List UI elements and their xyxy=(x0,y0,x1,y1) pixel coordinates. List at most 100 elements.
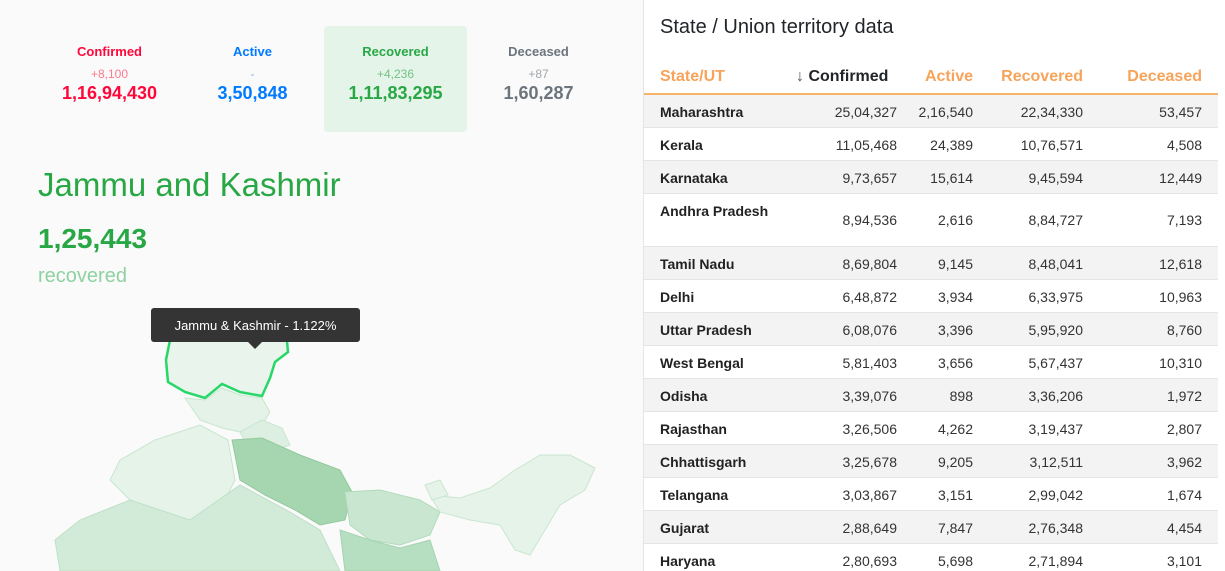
table-row[interactable]: West Bengal 5,81,403 3,656 5,67,437 10,310 xyxy=(644,346,1218,379)
stat-delta: +87 xyxy=(528,67,549,81)
table-row[interactable]: Telangana 3,03,867 3,151 2,99,042 1,674 xyxy=(644,478,1218,511)
stat-total: 3,50,848 xyxy=(217,83,288,103)
stat-delta: +8,100 xyxy=(90,67,129,81)
table-row[interactable]: Kerala 11,05,468 24,389 10,76,571 4,508 xyxy=(644,128,1218,161)
stat-delta: - xyxy=(250,67,255,81)
stat-deceased[interactable]: Deceased +87 1,60,287 xyxy=(467,26,610,132)
active-cell: 4,262 xyxy=(937,421,973,437)
stat-label: Recovered xyxy=(362,44,429,59)
selected-state-metric: recovered xyxy=(38,265,127,287)
state-name-cell: West Bengal xyxy=(660,355,744,371)
recovered-cell: 2,76,348 xyxy=(1028,520,1084,536)
confirmed-cell: 2,88,649 xyxy=(842,520,898,536)
table-header: State/UT ↓ Confirmed Active Recovered De… xyxy=(644,61,1218,95)
confirmed-cell: 9,73,657 xyxy=(842,170,898,186)
state-name-cell: Maharashtra xyxy=(660,104,744,120)
deceased-cell: 1,674 xyxy=(1166,487,1202,503)
selected-state-count: 1,25,443 xyxy=(38,223,147,254)
confirmed-cell: 6,48,872 xyxy=(842,289,898,305)
active-cell: 898 xyxy=(949,388,973,404)
table-row[interactable]: Haryana 2,80,693 5,698 2,71,894 3,101 xyxy=(644,544,1218,571)
recovered-cell: 5,67,437 xyxy=(1028,355,1084,371)
state-name-cell: Chhattisgarh xyxy=(660,454,747,470)
table-row[interactable]: Uttar Pradesh 6,08,076 3,396 5,95,920 8,760 xyxy=(644,313,1218,346)
stat-label: Confirmed xyxy=(77,44,142,59)
map-state-bihar[interactable] xyxy=(344,489,441,546)
state-name-cell: Rajasthan xyxy=(660,421,727,437)
header-state[interactable]: State/UT xyxy=(660,68,725,85)
state-name-cell: Uttar Pradesh xyxy=(660,322,752,338)
header-recovered[interactable]: Recovered xyxy=(1001,68,1083,85)
deceased-cell: 10,963 xyxy=(1159,289,1202,305)
active-cell: 15,614 xyxy=(930,170,973,186)
state-name-cell: Haryana xyxy=(660,553,716,569)
map-state-uttar-pradesh[interactable] xyxy=(231,437,353,526)
active-cell: 24,389 xyxy=(930,137,973,153)
map-state-himachal[interactable] xyxy=(183,387,271,433)
active-cell: 3,934 xyxy=(937,289,973,305)
recovered-cell: 9,45,594 xyxy=(1028,170,1084,186)
confirmed-cell: 8,94,536 xyxy=(842,212,898,228)
state-name-cell: Andhra Pradesh xyxy=(660,203,769,219)
confirmed-cell: 11,05,468 xyxy=(835,137,897,153)
recovered-cell: 8,84,727 xyxy=(1028,212,1084,228)
confirmed-cell: 3,26,506 xyxy=(842,421,898,437)
active-cell: 3,396 xyxy=(937,322,973,338)
confirmed-cell: 5,81,403 xyxy=(842,355,898,371)
stat-total: 1,11,83,295 xyxy=(348,83,443,103)
state-name-cell: Delhi xyxy=(660,289,695,305)
state-name-cell: Karnataka xyxy=(660,170,728,186)
map-state-madhya-pradesh[interactable] xyxy=(54,484,341,571)
confirmed-cell: 8,69,804 xyxy=(842,256,898,272)
table-row[interactable]: Andhra Pradesh 8,94,536 2,616 8,84,727 7,193 xyxy=(644,194,1218,247)
stat-delta: +4,236 xyxy=(376,67,415,81)
stat-total: 1,60,287 xyxy=(503,83,574,103)
header-confirmed[interactable]: ↓ Confirmed xyxy=(796,68,888,86)
header-deceased[interactable]: Deceased xyxy=(1127,68,1202,85)
table-body: Maharashtra 25,04,327 2,16,540 22,34,330 53,… xyxy=(644,95,1218,571)
deceased-cell: 53,457 xyxy=(1159,104,1202,120)
header-active[interactable]: Active xyxy=(924,68,973,85)
stat-active[interactable]: Active - 3,50,848 xyxy=(181,26,324,132)
map-state-sikkim[interactable] xyxy=(424,479,449,501)
deceased-cell: 3,101 xyxy=(1166,553,1202,569)
map-panel: Confirmed +8,100 1,16,94,430 Active - 3,… xyxy=(38,26,610,571)
deceased-cell: 2,807 xyxy=(1166,421,1202,437)
stat-label: Active xyxy=(232,44,273,59)
table-row[interactable]: Rajasthan 3,26,506 4,262 3,19,437 2,807 xyxy=(644,412,1218,445)
active-cell: 7,847 xyxy=(937,520,973,536)
table-row[interactable]: Delhi 6,48,872 3,934 6,33,975 10,963 xyxy=(644,280,1218,313)
deceased-cell: 7,193 xyxy=(1166,212,1202,228)
stat-recovered[interactable]: Recovered +4,236 1,11,83,295 xyxy=(324,26,467,132)
recovered-cell: 2,71,894 xyxy=(1028,553,1084,569)
confirmed-cell: 3,03,867 xyxy=(842,487,898,503)
deceased-cell: 10,310 xyxy=(1159,355,1202,371)
active-cell: 3,656 xyxy=(937,355,973,371)
state-name-cell: Telangana xyxy=(660,487,729,503)
active-cell: 3,151 xyxy=(937,487,973,503)
recovered-cell: 6,33,975 xyxy=(1028,289,1084,305)
table-row[interactable]: Odisha 3,39,076 898 3,36,206 1,972 xyxy=(644,379,1218,412)
stat-total: 1,16,94,430 xyxy=(61,83,158,103)
map-tooltip: Jammu & Kashmir - 1.122% xyxy=(151,308,360,349)
state-name-cell: Odisha xyxy=(660,388,708,404)
recovered-cell: 8,48,041 xyxy=(1028,256,1084,272)
table-row[interactable]: Karnataka 9,73,657 15,614 9,45,594 12,449 xyxy=(644,161,1218,194)
table-row[interactable]: Maharashtra 25,04,327 2,16,540 22,34,330 53,… xyxy=(644,95,1218,128)
table-row[interactable]: Tamil Nadu 8,69,804 9,145 8,48,041 12,618 xyxy=(644,247,1218,280)
state-name-cell: Gujarat xyxy=(660,520,710,536)
map-state-odisha[interactable] xyxy=(339,529,441,571)
stat-label: Deceased xyxy=(508,44,569,59)
deceased-cell: 12,449 xyxy=(1159,170,1202,186)
stat-confirmed[interactable]: Confirmed +8,100 1,16,94,430 xyxy=(38,26,181,132)
table-row[interactable]: Chhattisgarh 3,25,678 9,205 3,12,511 3,962 xyxy=(644,445,1218,478)
deceased-cell: 4,508 xyxy=(1166,137,1202,153)
recovered-cell: 10,76,571 xyxy=(1020,137,1083,153)
state-name-cell: Tamil Nadu xyxy=(660,256,735,272)
recovered-cell: 3,36,206 xyxy=(1028,388,1084,404)
state-name-cell: Kerala xyxy=(660,137,703,153)
map-state-northeast[interactable] xyxy=(429,454,596,556)
state-table-panel: State / Union territory data State/UT ↓ … xyxy=(643,0,1225,571)
header-confirmed-label: Confirmed xyxy=(808,68,889,85)
table-row[interactable]: Gujarat 2,88,649 7,847 2,76,348 4,454 xyxy=(644,511,1218,544)
